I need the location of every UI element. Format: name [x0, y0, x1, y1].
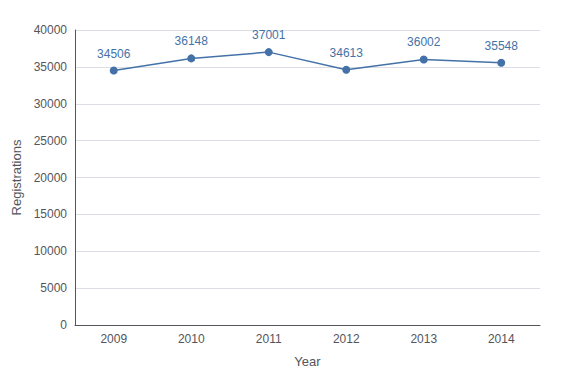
- svg-text:36002: 36002: [407, 35, 441, 49]
- svg-text:10000: 10000: [34, 244, 68, 258]
- svg-text:2010: 2010: [178, 332, 205, 346]
- svg-text:34506: 34506: [97, 47, 131, 61]
- svg-text:40000: 40000: [34, 23, 68, 37]
- svg-text:2013: 2013: [410, 332, 437, 346]
- svg-text:Year: Year: [294, 354, 321, 369]
- svg-text:20000: 20000: [34, 171, 68, 185]
- svg-text:Registrations: Registrations: [9, 139, 24, 215]
- svg-text:2009: 2009: [100, 332, 127, 346]
- svg-text:2011: 2011: [256, 332, 282, 346]
- svg-text:35000: 35000: [34, 60, 68, 74]
- svg-text:37001: 37001: [252, 28, 286, 42]
- svg-text:34613: 34613: [330, 46, 364, 60]
- svg-text:15000: 15000: [34, 207, 68, 221]
- svg-text:5000: 5000: [40, 281, 67, 295]
- svg-text:2014: 2014: [488, 332, 515, 346]
- svg-text:30000: 30000: [34, 97, 68, 111]
- svg-text:35548: 35548: [485, 39, 519, 53]
- svg-text:2012: 2012: [333, 332, 360, 346]
- svg-text:36148: 36148: [175, 34, 209, 48]
- svg-text:0: 0: [60, 318, 67, 332]
- svg-text:25000: 25000: [34, 134, 68, 148]
